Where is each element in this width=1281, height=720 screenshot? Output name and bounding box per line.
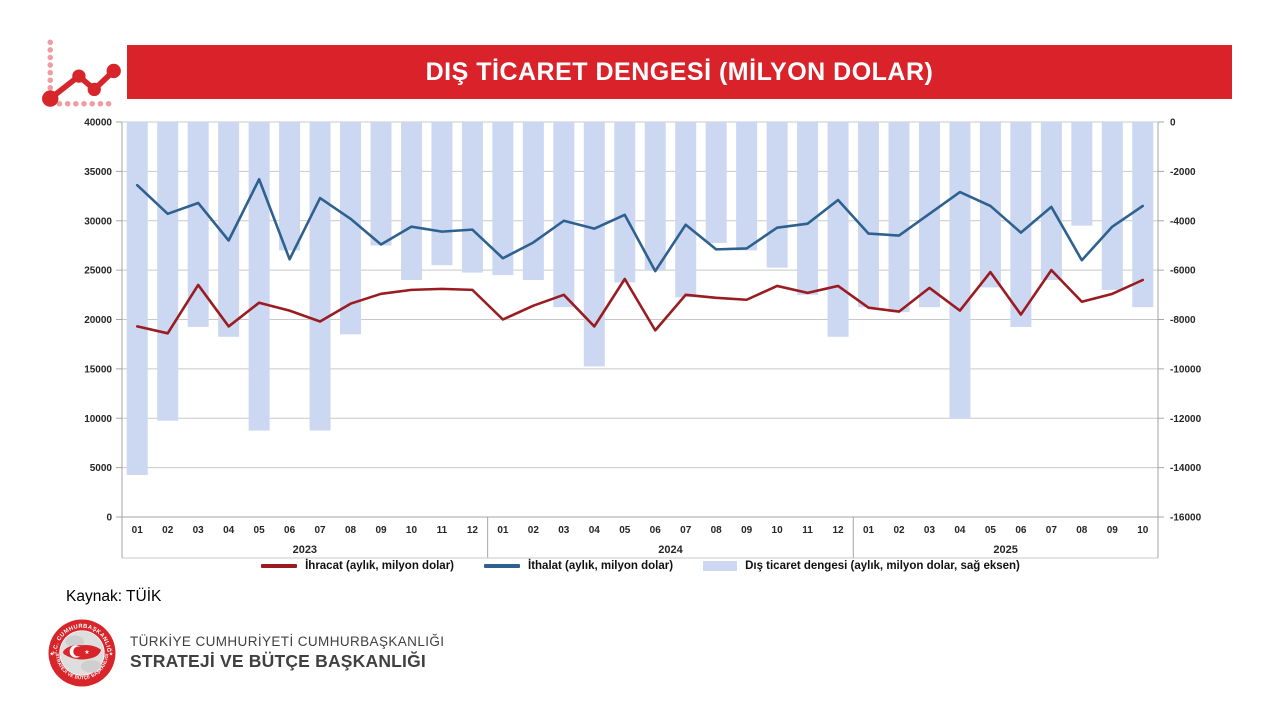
- left-axis-labels: 40000 35000 30000 25000 20000 15000 10000 5000 0: [84, 118, 112, 524]
- svg-text:-6000: -6000: [1170, 266, 1196, 277]
- title-banner: DIŞ TİCARET DENGESİ (MİLYON DOLAR): [127, 45, 1232, 99]
- legend-label-exports: İhracat (aylık, milyon dolar): [305, 560, 454, 572]
- svg-text:09: 09: [741, 525, 753, 536]
- svg-text:04: 04: [223, 525, 235, 536]
- svg-text:-14000: -14000: [1170, 463, 1202, 474]
- svg-text:30000: 30000: [84, 216, 112, 227]
- svg-text:2024: 2024: [658, 544, 683, 556]
- svg-text:-2000: -2000: [1170, 167, 1196, 178]
- svg-text:25000: 25000: [84, 266, 112, 277]
- right-axis-labels: 0 -2000 -4000 -6000 -8000 -10000 -12000 -14000 -…: [1170, 118, 1202, 524]
- svg-text:20000: 20000: [84, 315, 112, 326]
- svg-text:09: 09: [375, 525, 387, 536]
- svg-text:01: 01: [863, 525, 875, 536]
- svg-text:-4000: -4000: [1170, 216, 1196, 227]
- svg-text:40000: 40000: [84, 118, 112, 129]
- legend-label-imports: İthalat (aylık, milyon dolar): [528, 560, 674, 572]
- svg-text:15000: 15000: [84, 364, 112, 375]
- svg-text:04: 04: [954, 525, 966, 536]
- axes: [116, 121, 1164, 518]
- year-labels: 2023 2024 2025: [293, 544, 1018, 556]
- exports-line-swatch: [261, 564, 298, 568]
- svg-text:2025: 2025: [993, 544, 1017, 556]
- svg-text:0: 0: [1170, 118, 1176, 129]
- svg-text:0: 0: [106, 513, 112, 524]
- svg-text:11: 11: [802, 525, 813, 536]
- emblem-star: ★: [84, 649, 90, 656]
- svg-text:03: 03: [558, 525, 570, 536]
- legend-label-balance: Dış ticaret dengesi (aylık, milyon dolar…: [745, 560, 1020, 572]
- balance-bars: [126, 122, 1154, 476]
- svg-text:10: 10: [1137, 525, 1149, 536]
- sbb-logo: ★ T.C. CUMHURBAŞKANLIĞI STRATEJİ VE BÜTÇ…: [48, 619, 444, 687]
- svg-text:01: 01: [497, 525, 509, 536]
- svg-text:07: 07: [314, 525, 326, 536]
- svg-text:-10000: -10000: [1170, 364, 1202, 375]
- svg-text:04: 04: [589, 525, 601, 536]
- trade-balance-chart: 40000 35000 30000 25000 20000 15000 10000 5000 0…: [84, 118, 1202, 559]
- svg-text:12: 12: [467, 525, 479, 536]
- month-labels: 01 02 03 04 05 06 07 08 09 10 11 12 01 02 03 04 05 06 07 08…: [132, 525, 1149, 536]
- svg-text:07: 07: [1046, 525, 1058, 536]
- svg-text:-8000: -8000: [1170, 315, 1196, 326]
- svg-text:03: 03: [193, 525, 205, 536]
- org-name-line2: STRATEJİ VE BÜTÇE BAŞKANLIĞI: [130, 651, 426, 671]
- svg-text:02: 02: [162, 525, 174, 536]
- svg-text:10: 10: [406, 525, 418, 536]
- svg-text:02: 02: [893, 525, 905, 536]
- svg-text:05: 05: [254, 525, 266, 536]
- svg-text:06: 06: [1015, 525, 1027, 536]
- svg-text:35000: 35000: [84, 167, 112, 178]
- page-title: DIŞ TİCARET DENGESİ (MİLYON DOLAR): [425, 57, 934, 86]
- svg-text:03: 03: [924, 525, 936, 536]
- svg-text:2023: 2023: [293, 544, 317, 556]
- gridlines: [122, 121, 1158, 518]
- svg-text:01: 01: [132, 525, 144, 536]
- svg-text:02: 02: [528, 525, 540, 536]
- chart-legend: İhracat (aylık, milyon dolar) İthalat (a…: [0, 560, 1281, 572]
- emblem-star-right: ★: [109, 652, 114, 658]
- svg-text:-16000: -16000: [1170, 513, 1202, 524]
- svg-text:05: 05: [619, 525, 631, 536]
- svg-text:08: 08: [345, 525, 357, 536]
- line-chart-icon: [42, 39, 121, 107]
- svg-text:08: 08: [1076, 525, 1088, 536]
- legend-item-balance: Dış ticaret dengesi (aylık, milyon dolar…: [703, 560, 1020, 572]
- svg-text:5000: 5000: [90, 463, 113, 474]
- sbb-emblem-icon: ★ T.C. CUMHURBAŞKANLIĞI STRATEJİ VE BÜTÇ…: [48, 619, 116, 687]
- emblem-star-left: ★: [50, 652, 55, 658]
- imports-line: [135, 177, 1145, 273]
- exports-line: [135, 268, 1145, 335]
- svg-text:05: 05: [985, 525, 997, 536]
- balance-bar-swatch: [703, 561, 738, 571]
- legend-item-exports: İhracat (aylık, milyon dolar): [261, 560, 454, 572]
- svg-text:06: 06: [650, 525, 662, 536]
- imports-line-swatch: [484, 564, 520, 568]
- svg-text:08: 08: [711, 525, 723, 536]
- svg-text:-12000: -12000: [1170, 414, 1202, 425]
- legend-item-imports: İthalat (aylık, milyon dolar): [484, 560, 673, 572]
- svg-text:10: 10: [772, 525, 784, 536]
- svg-text:06: 06: [284, 525, 296, 536]
- svg-text:10000: 10000: [84, 414, 112, 425]
- svg-text:12: 12: [832, 525, 844, 536]
- svg-text:09: 09: [1107, 525, 1119, 536]
- svg-text:11: 11: [437, 525, 448, 536]
- category-separators: [121, 517, 1159, 559]
- org-name-line1: TÜRKİYE CUMHURİYETİ CUMHURBAŞKANLIĞI: [130, 634, 445, 649]
- source-note: Kaynak: TÜİK: [66, 588, 162, 605]
- svg-text:07: 07: [680, 525, 692, 536]
